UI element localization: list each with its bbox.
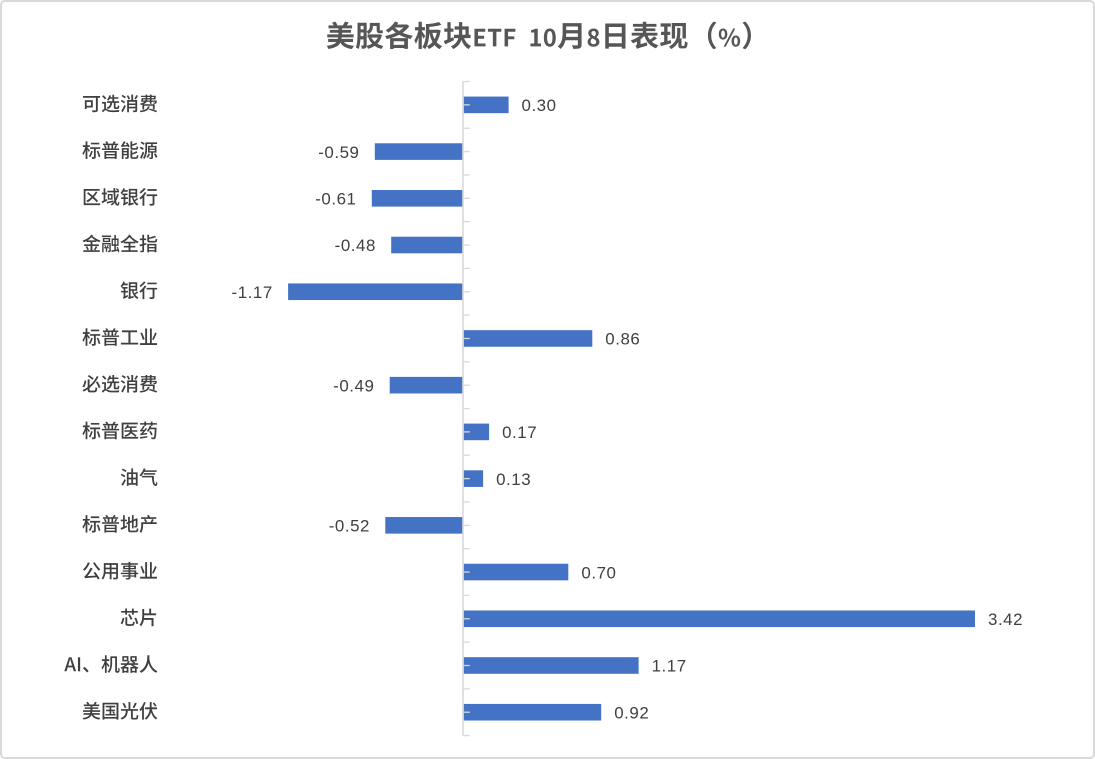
svg-text:1.17: 1.17 — [652, 657, 687, 676]
svg-text:-0.49: -0.49 — [333, 376, 374, 395]
svg-text:-0.61: -0.61 — [315, 190, 356, 209]
svg-text:0.17: 0.17 — [502, 423, 537, 442]
svg-text:0.13: 0.13 — [496, 470, 531, 489]
svg-text:-0.59: -0.59 — [318, 143, 359, 162]
svg-text:-0.48: -0.48 — [335, 236, 376, 255]
svg-text:3.42: 3.42 — [988, 610, 1023, 629]
svg-text:0.30: 0.30 — [522, 96, 557, 115]
svg-text:0.86: 0.86 — [605, 330, 640, 349]
svg-text:-0.52: -0.52 — [329, 517, 370, 536]
svg-text:0.70: 0.70 — [581, 563, 616, 582]
svg-text:0.92: 0.92 — [614, 703, 649, 722]
svg-text:-1.17: -1.17 — [232, 283, 273, 302]
